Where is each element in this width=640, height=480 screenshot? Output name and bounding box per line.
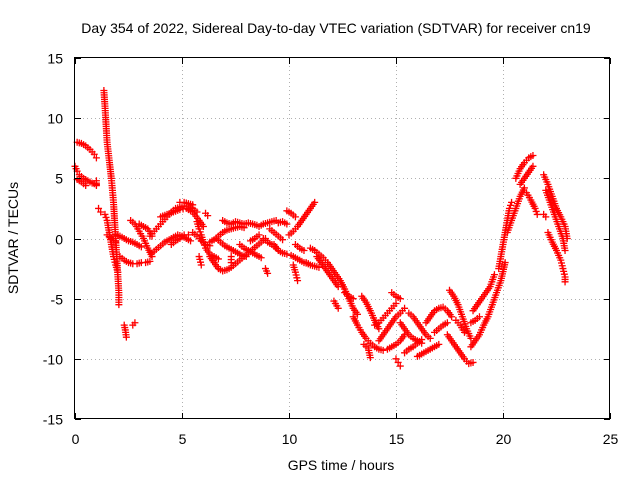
data-point: [92, 154, 100, 162]
data-point: [279, 236, 287, 244]
data-point: [227, 259, 235, 267]
data-point: [189, 201, 197, 209]
data-point: [349, 295, 357, 303]
y-tick-label: 15: [47, 51, 63, 67]
x-tick-label: 25: [603, 431, 619, 447]
data-point: [508, 198, 516, 206]
data-point: [197, 261, 205, 269]
data-point: [195, 225, 203, 233]
data-point: [426, 334, 434, 342]
data-point: [529, 151, 537, 159]
data-point: [95, 204, 103, 212]
data-point: [242, 253, 250, 261]
data-point: [257, 254, 265, 262]
data-point: [443, 319, 451, 327]
data-point: [315, 263, 323, 271]
data-point: [114, 268, 122, 276]
data-point: [112, 238, 120, 246]
data-point: [311, 198, 319, 206]
y-tick-label: -15: [43, 412, 63, 428]
data-point: [392, 299, 400, 307]
data-point: [531, 204, 539, 212]
series-sdtvar: [71, 86, 571, 370]
data-point: [146, 257, 154, 265]
data-point: [196, 228, 204, 236]
data-series: [71, 86, 571, 370]
data-point: [334, 283, 342, 291]
data-point: [334, 304, 342, 312]
data-point: [561, 247, 569, 255]
data-point: [137, 243, 145, 251]
data-point: [204, 212, 212, 220]
axis-ticks: 0 5 10 15 20 25 -15 -10 -5 0 5 10 15: [43, 51, 619, 448]
data-point: [353, 310, 361, 318]
y-tick-label: -5: [51, 292, 64, 308]
data-point: [394, 358, 402, 366]
data-point: [460, 328, 468, 336]
data-point: [379, 346, 387, 354]
data-point: [300, 247, 308, 255]
grid: [75, 58, 610, 419]
data-point: [294, 277, 302, 285]
data-point: [533, 210, 541, 218]
data-point: [396, 295, 404, 303]
y-tick-label: 5: [55, 171, 63, 187]
chart-title: Day 354 of 2022, Sidereal Day-to-day VTE…: [81, 20, 591, 36]
x-tick-label: 0: [72, 431, 80, 447]
x-tick-label: 10: [282, 431, 298, 447]
data-point: [505, 204, 513, 212]
data-point: [520, 184, 528, 192]
data-point: [115, 301, 123, 309]
data-point: [184, 231, 192, 239]
data-point: [435, 340, 443, 348]
data-point: [506, 201, 514, 209]
data-point: [264, 269, 272, 277]
data-point: [392, 355, 400, 363]
data-point: [448, 313, 456, 321]
y-tick-label: 10: [47, 111, 63, 127]
y-tick-label: -10: [43, 352, 63, 368]
plot-frame: [74, 57, 610, 419]
data-point: [187, 237, 195, 245]
data-point: [131, 319, 139, 327]
data-point: [542, 213, 550, 221]
data-point: [283, 250, 291, 258]
data-point: [401, 304, 409, 312]
y-tick-label: 0: [55, 232, 63, 248]
x-tick-label: 5: [179, 431, 187, 447]
data-point: [501, 259, 509, 267]
data-point: [102, 213, 110, 221]
data-point: [561, 278, 569, 286]
data-point: [101, 210, 109, 218]
data-point: [283, 220, 291, 228]
data-point: [375, 325, 383, 333]
data-point: [122, 333, 130, 341]
x-tick-label: 15: [389, 431, 405, 447]
data-point: [490, 271, 498, 279]
data-point: [529, 162, 537, 170]
data-point: [90, 150, 98, 158]
y-axis-label: SDTVAR / TECUs: [5, 182, 21, 294]
data-point: [475, 313, 483, 321]
data-point: [82, 182, 90, 190]
data-point: [532, 207, 540, 215]
data-point: [97, 208, 105, 216]
data-point: [418, 336, 426, 344]
x-axis-label: GPS time / hours: [288, 457, 395, 473]
data-point: [366, 354, 374, 362]
data-point: [214, 255, 222, 263]
x-tick-label: 20: [496, 431, 512, 447]
data-point: [291, 213, 299, 221]
data-point: [255, 231, 263, 239]
data-point: [469, 358, 477, 366]
data-point: [92, 182, 100, 190]
data-point: [396, 362, 404, 370]
